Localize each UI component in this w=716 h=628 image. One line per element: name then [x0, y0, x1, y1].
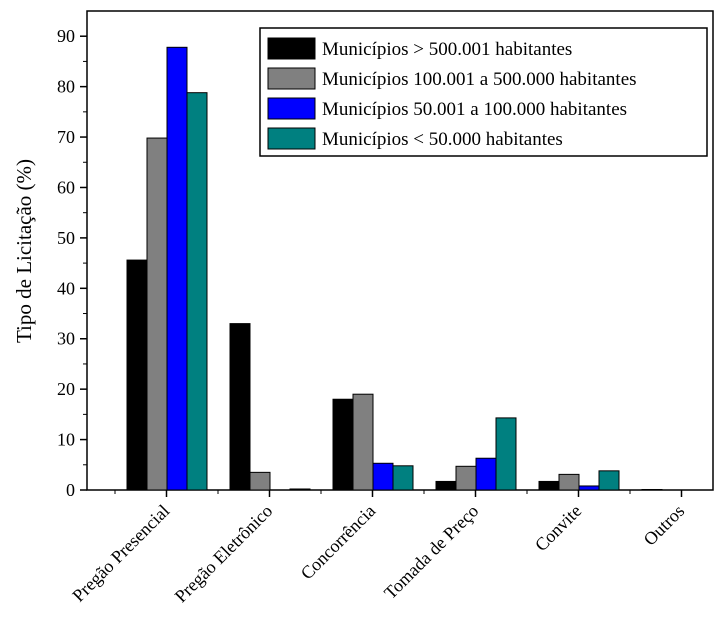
legend-swatch — [268, 128, 315, 149]
legend-swatch — [268, 38, 315, 59]
legend-item-label: Municípios 50.001 a 100.000 habitantes — [322, 99, 627, 120]
x-tick-label: Pregão Eletrônico — [171, 501, 277, 607]
bar — [456, 466, 476, 490]
bar — [476, 458, 496, 490]
y-tick-label: 30 — [57, 329, 75, 349]
y-axis-label: Tipo de Licitação (%) — [12, 159, 36, 343]
bar — [642, 489, 662, 490]
legend-swatch — [268, 68, 315, 89]
bar — [599, 471, 619, 490]
y-tick-label: 60 — [57, 177, 75, 197]
bar — [559, 474, 579, 490]
y-tick-label: 80 — [57, 77, 75, 97]
bar — [496, 418, 516, 490]
y-tick-label: 0 — [66, 480, 75, 500]
bar — [187, 93, 207, 490]
y-tick-label: 10 — [57, 430, 75, 450]
legend-swatch — [268, 98, 315, 119]
x-tick-label: Pregão Presencial — [68, 501, 173, 606]
legend-item-label: Municípios > 500.001 habitantes — [322, 39, 572, 60]
x-tick-label: Tomada de Preço — [380, 501, 482, 603]
legend-item-label: Municípios < 50.000 habitantes — [322, 129, 563, 150]
bar — [436, 481, 456, 490]
bar — [579, 486, 599, 490]
y-tick-label: 50 — [57, 228, 75, 248]
legend: Municípios > 500.001 habitantes Município… — [260, 28, 707, 156]
y-tick-label: 20 — [57, 379, 75, 399]
bar — [353, 394, 373, 490]
bar — [539, 481, 559, 490]
bar — [333, 399, 353, 490]
bar — [167, 47, 187, 490]
legend-item-label: Municípios 100.001 a 500.000 habitantes — [322, 69, 637, 90]
bar — [147, 138, 167, 490]
bar — [250, 472, 270, 490]
bar — [127, 260, 147, 490]
bar — [230, 324, 250, 490]
y-tick-label: 40 — [57, 278, 75, 298]
y-tick-label: 70 — [57, 127, 75, 147]
x-tick-label: Outros — [640, 501, 689, 550]
x-tick-label: Convite — [531, 501, 585, 555]
x-tick-label: Concorrência — [297, 501, 380, 584]
y-tick-label: 90 — [57, 26, 75, 46]
bar — [290, 489, 310, 490]
bar — [373, 463, 393, 490]
y-axis-ticks: 0 10 20 30 40 50 60 70 80 90 — [57, 26, 87, 500]
bar — [393, 466, 413, 490]
